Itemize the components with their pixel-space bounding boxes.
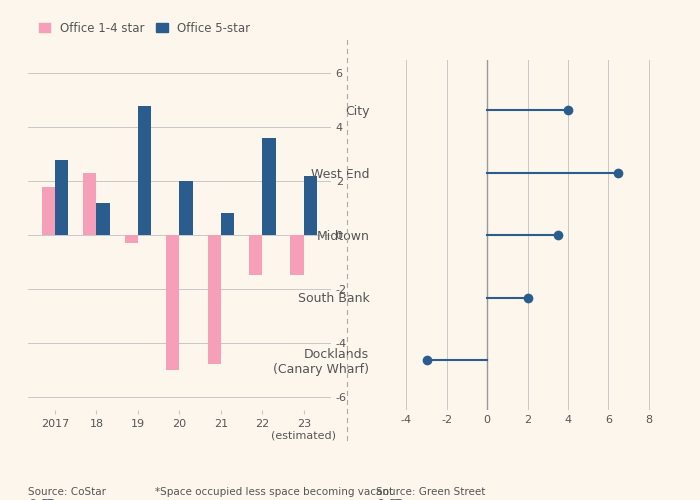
Text: *Space occupied less space becoming vacant: *Space occupied less space becoming vaca… <box>155 487 393 497</box>
Legend: Office 1-4 star, Office 5-star: Office 1-4 star, Office 5-star <box>34 17 256 40</box>
Bar <box>166 235 179 370</box>
Bar <box>138 106 151 235</box>
Text: Source: Green Street
© FT: Source: Green Street © FT <box>376 487 486 500</box>
Bar <box>290 235 304 276</box>
Bar <box>262 138 276 235</box>
Text: Source: CoStar
© FT: Source: CoStar © FT <box>28 487 106 500</box>
Bar <box>97 202 110 235</box>
Bar <box>208 235 221 364</box>
Bar <box>179 181 193 235</box>
Bar <box>249 235 262 276</box>
Bar <box>304 176 317 235</box>
Bar <box>83 173 97 235</box>
Bar <box>55 160 69 235</box>
Bar <box>42 186 55 235</box>
Bar <box>125 235 138 243</box>
Bar <box>221 214 234 235</box>
